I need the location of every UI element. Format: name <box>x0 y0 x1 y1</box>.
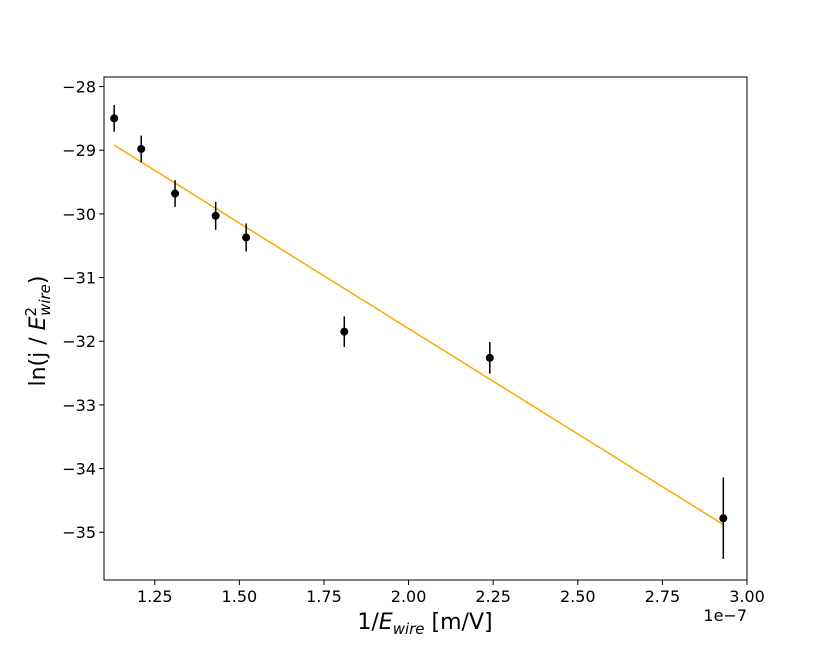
x-tick-label: 1.25 <box>137 587 173 606</box>
y-tick-label: −30 <box>62 205 96 224</box>
fit-line <box>113 144 724 526</box>
y-tick-label: −32 <box>62 332 96 351</box>
x-tick-label: 3.00 <box>729 587 765 606</box>
y-tick-label: −31 <box>62 269 96 288</box>
data-point <box>171 189 180 198</box>
y-tick-label: −33 <box>62 396 96 415</box>
data-point <box>242 233 251 242</box>
data-point <box>485 353 494 362</box>
x-tick-label: 1.50 <box>222 587 258 606</box>
data-point <box>137 144 146 153</box>
y-tick-label: −29 <box>62 141 96 160</box>
x-tick-label: 2.50 <box>560 587 596 606</box>
data-point <box>110 114 119 123</box>
x-axis-ticks: 1.25 1.50 1.75 2.00 2.25 2.50 2.75 3.00 <box>137 580 765 606</box>
x-axis-label: 1/Ewire [m/V] <box>357 610 492 638</box>
data-point <box>211 211 220 220</box>
x-tick-label: 2.00 <box>391 587 427 606</box>
x-tick-label: 2.75 <box>645 587 681 606</box>
fit-line-layer <box>113 144 724 526</box>
plot-frame <box>103 76 748 581</box>
y-tick-label: −34 <box>62 460 96 479</box>
y-axis-label: ln(j / E2wire) <box>22 275 54 386</box>
data-point <box>719 514 728 523</box>
y-axis-ticks: −35 −34 −33 −32 −31 −30 −29 −28 <box>62 78 104 542</box>
x-tick-label: 1.75 <box>306 587 342 606</box>
data-point <box>340 327 349 336</box>
data-points-layer <box>110 105 728 559</box>
y-tick-label: −35 <box>62 523 96 542</box>
x-tick-label: 2.25 <box>475 587 511 606</box>
x-axis-offset-label: 1e−7 <box>703 606 747 625</box>
y-tick-label: −28 <box>62 78 96 97</box>
